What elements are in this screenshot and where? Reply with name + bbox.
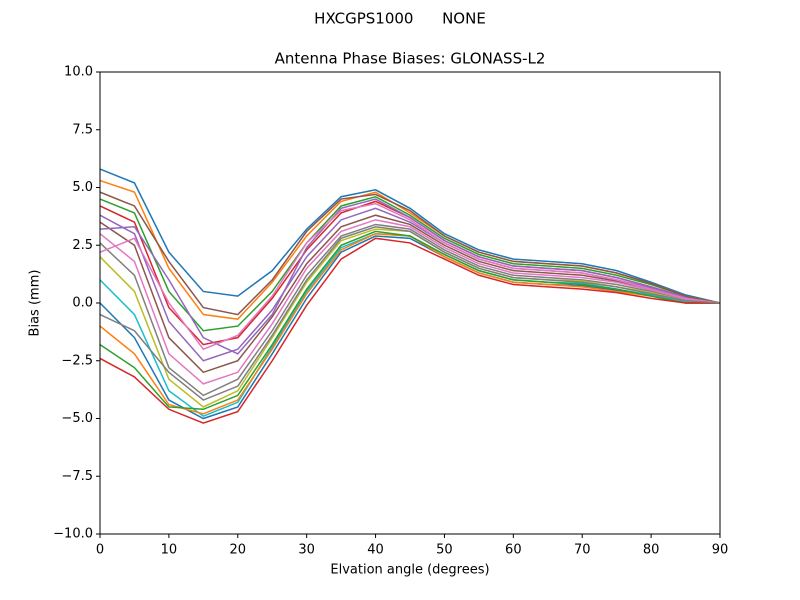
x-tick-label: 20 — [230, 543, 247, 558]
x-tick-label: 30 — [298, 543, 315, 558]
series-line — [99, 168, 721, 304]
series-line — [99, 237, 720, 424]
series-line — [99, 223, 721, 397]
y-tick-label: −7.5 — [61, 469, 93, 484]
y-tick-label: −5.0 — [61, 411, 93, 426]
y-tick-label: 2.5 — [72, 238, 93, 253]
y-tick-label: 7.5 — [72, 122, 93, 137]
x-tick-label: 70 — [574, 543, 591, 558]
series-line — [99, 198, 721, 355]
x-tick-label: 80 — [643, 543, 660, 558]
y-tick-label: −10.0 — [53, 527, 93, 542]
series-line — [99, 202, 721, 351]
x-tick-label: 50 — [436, 543, 453, 558]
suptitle: HXCGPS1000 NONE — [314, 10, 486, 28]
x-tick-label: 90 — [712, 543, 729, 558]
series-line — [99, 191, 721, 316]
series-line — [99, 219, 721, 385]
x-tick-label: 40 — [367, 543, 384, 558]
y-tick-label: 10.0 — [64, 65, 93, 80]
series-line — [99, 195, 721, 332]
series-line — [99, 235, 720, 420]
series-line — [99, 230, 720, 411]
x-axis-label: Elvation angle (degrees) — [330, 563, 489, 578]
x-tick-label: 60 — [505, 543, 522, 558]
series-line — [99, 214, 721, 374]
x-tick-label: 10 — [161, 543, 178, 558]
series-line — [99, 226, 721, 401]
y-axis-label: Bias (mm) — [28, 270, 43, 337]
x-tick-label: 0 — [96, 543, 104, 558]
y-tick-label: −2.5 — [61, 353, 93, 368]
y-tick-label: 5.0 — [72, 180, 93, 195]
plot-area — [99, 168, 721, 424]
y-tick-label: 0.0 — [72, 296, 93, 311]
chart-title: Antenna Phase Biases: GLONASS-L2 — [275, 50, 546, 68]
